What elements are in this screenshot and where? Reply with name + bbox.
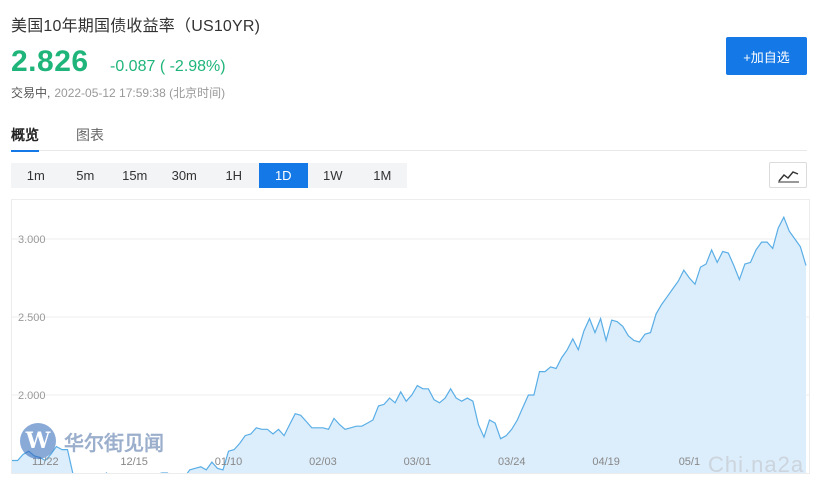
x-tick-label: 04/19 [592,456,620,468]
y-tick-label: 3.000 [18,234,46,246]
period-30m[interactable]: 30m [171,168,197,183]
period-1h[interactable]: 1H [225,168,243,183]
price-change: -0.087 ( -2.98%) [110,58,226,75]
x-tick-label: 03/24 [498,456,526,468]
period-1m[interactable]: 1m [26,168,45,183]
tab-overview[interactable]: 概览 [11,127,39,152]
x-tick-label: 02/03 [309,456,337,468]
watermark-text: 华尔街见闻 [64,430,164,455]
market-status: 交易中, 2022-05-12 17:59:38 (北京时间) [11,84,225,101]
add-to-watchlist-button[interactable]: +加自选 [726,37,807,75]
period-1w[interactable]: 1W [323,168,343,183]
y-tick-label: 2.500 [18,312,46,324]
period-1mo[interactable]: 1M [373,168,392,183]
x-tick-label: 05/1 [679,456,700,468]
watermark-2: Chi.na2a [708,452,805,477]
watermark-logo: W [20,423,56,459]
area-fill [12,217,806,482]
period-15m[interactable]: 15m [122,168,148,183]
y-tick-label: 2.000 [18,390,46,402]
period-5m[interactable]: 5m [76,168,95,183]
line-chart-icon [778,171,799,183]
period-1d[interactable]: 1D [258,163,308,188]
tab-chart[interactable]: 图表 [76,127,104,143]
x-tick-label: 03/01 [404,456,432,468]
period-selector: 1m 5m 15m 30m 1H 1D 1W 1M [11,163,407,188]
series-line [12,215,807,482]
x-tick-label: 12/15 [120,456,148,468]
watermark: W 华尔街见闻 [20,423,164,459]
page-title: 美国10年期国债收益率（US10YR) [11,18,261,35]
x-tick-label: 11/22 [32,456,59,468]
price-chart-svg: 3.000 2.500 2.000 11/22 12/15 01/10 02/03 03/01… [12,215,809,482]
price-chart[interactable]: 3.000 2.500 2.000 11/22 12/15 01/10 02/03 03/01… [11,199,810,482]
timestamp: 2022-05-12 17:59:38 (北京时间) [54,86,226,100]
x-tick-label: 01/10 [215,456,243,468]
tab-bar: 概览 图表 [11,122,807,152]
status-label: 交易中, [11,86,51,100]
chart-type-toggle[interactable] [769,162,807,188]
last-price: 2.826 [11,45,89,78]
